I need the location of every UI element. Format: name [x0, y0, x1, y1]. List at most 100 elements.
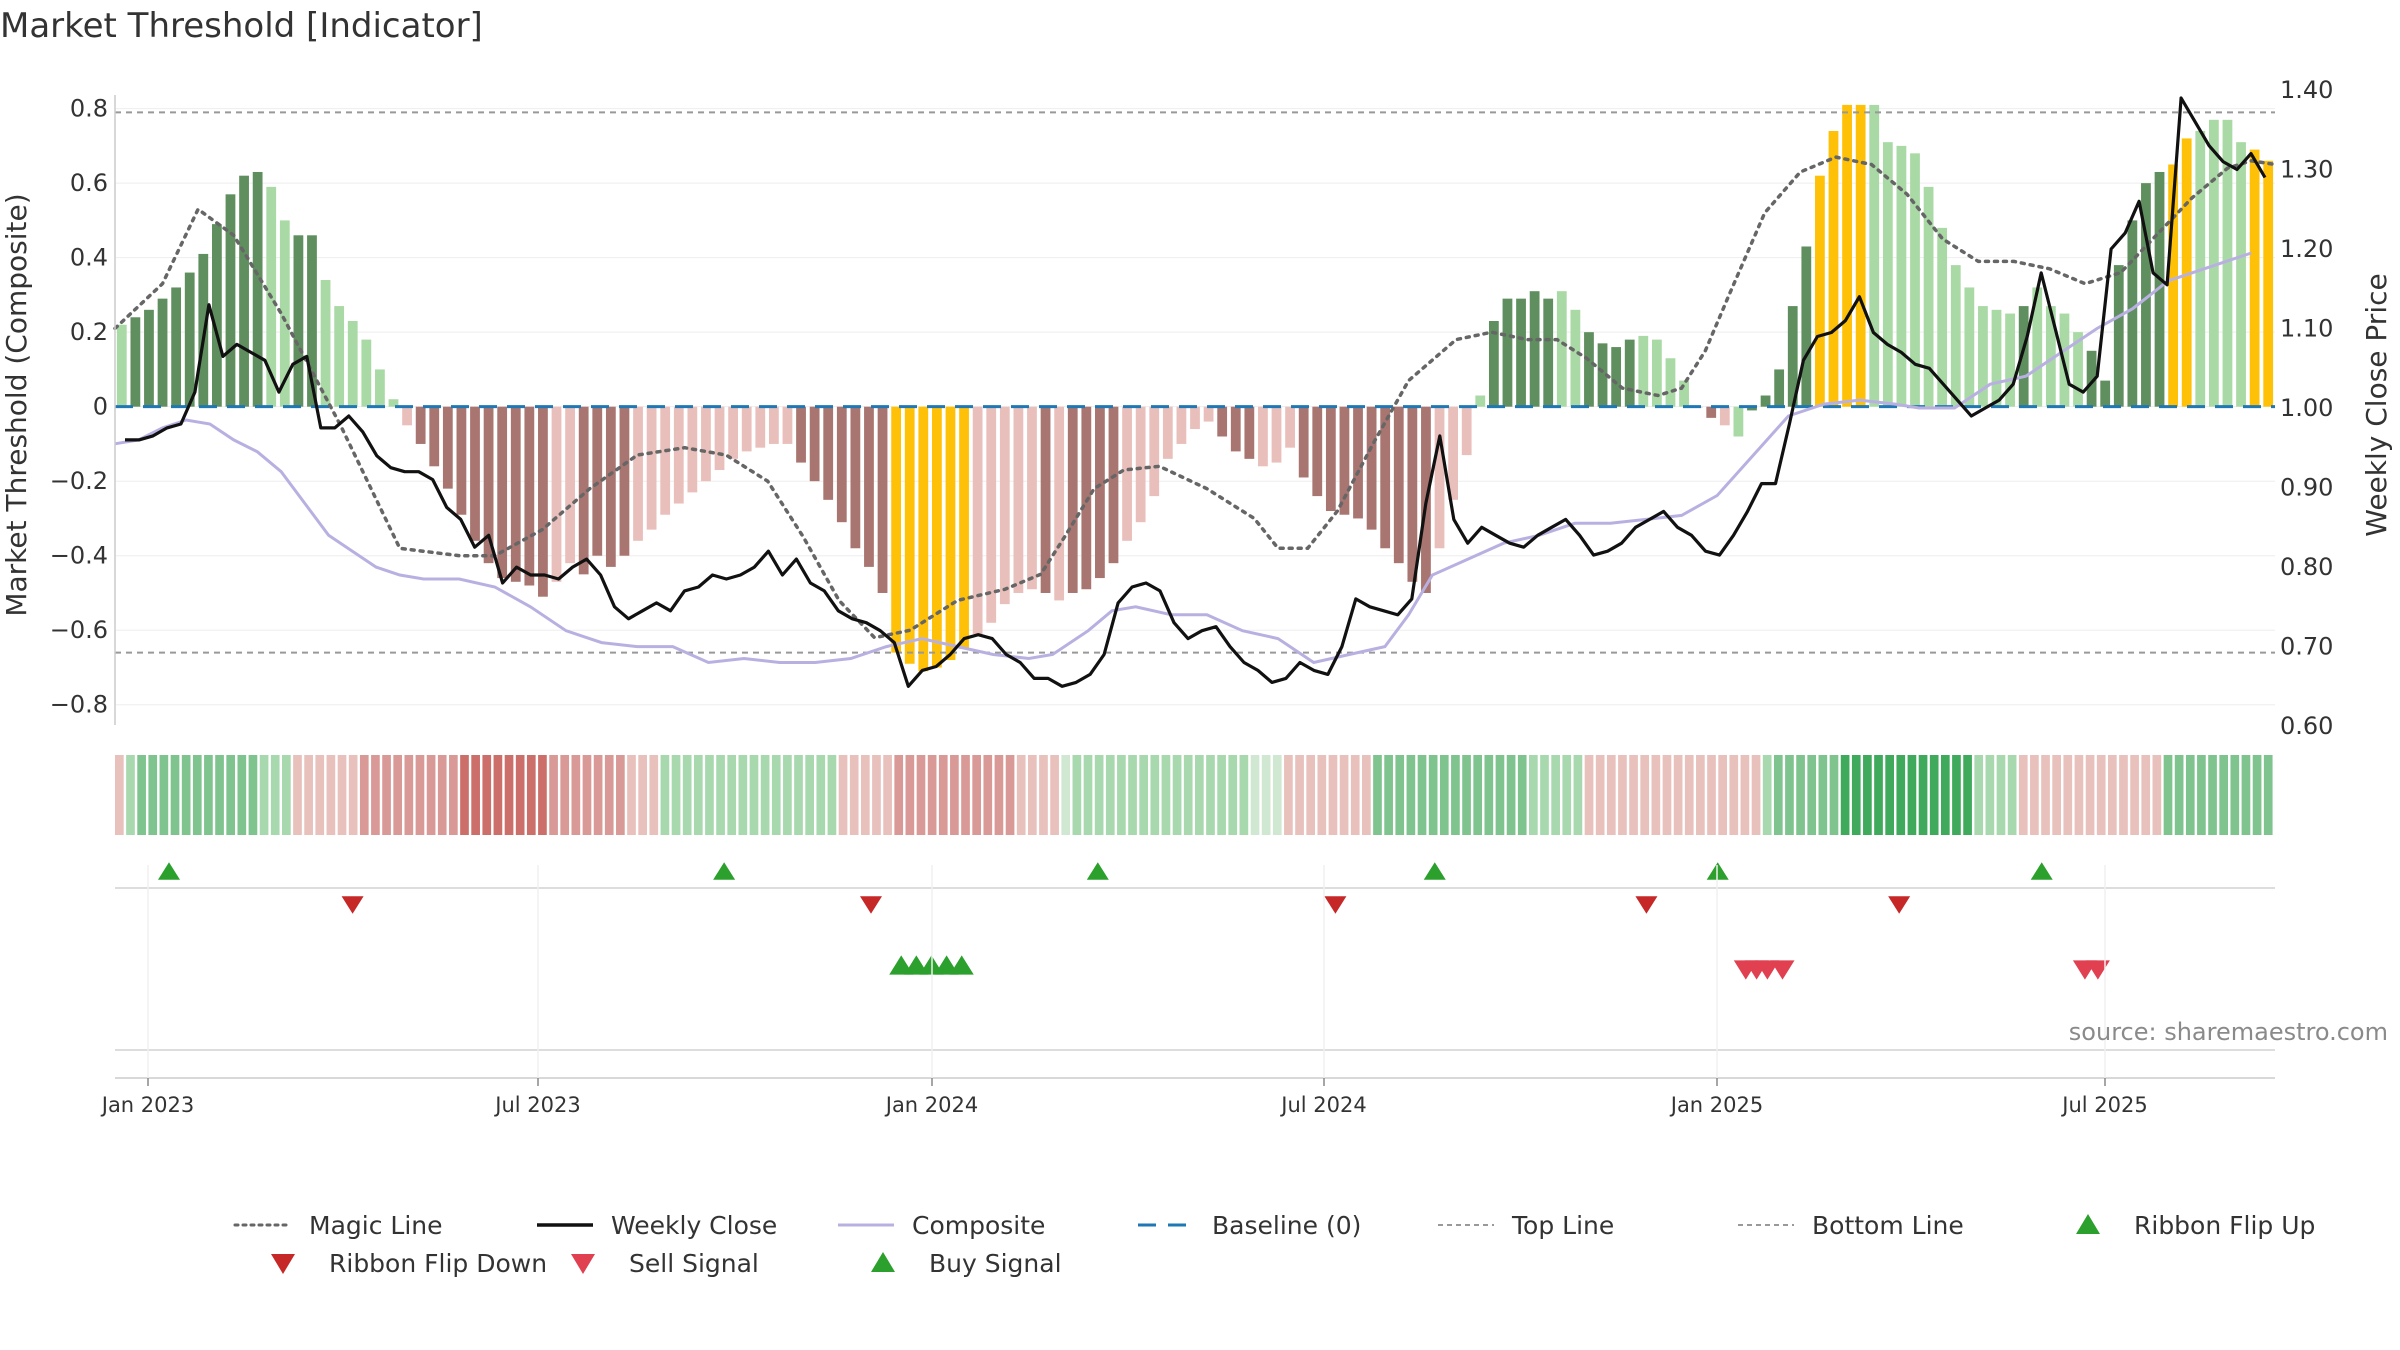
ribbon-cell: [148, 755, 158, 835]
ribbon-cell: [2241, 755, 2251, 835]
ribbon-cell: [1829, 755, 1839, 835]
ribbon-cell: [816, 755, 826, 835]
line-series: [113, 96, 2277, 688]
ribbon-cell: [237, 755, 247, 835]
ribbon-cell: [1851, 755, 1861, 835]
ribbon-cell: [738, 755, 748, 835]
composite-bar: [211, 224, 222, 407]
ribbon-cell: [693, 755, 703, 835]
ribbon-cell: [560, 755, 570, 835]
ribbon-cell: [1740, 755, 1750, 835]
composite-bar: [171, 287, 182, 407]
ribbon-cell: [1618, 755, 1627, 835]
composite-bar: [1230, 406, 1241, 452]
ribbon-cell: [2163, 755, 2173, 835]
ribbon-cell: [749, 755, 759, 835]
composite-bar: [1122, 406, 1132, 541]
composite-bar: [2168, 164, 2179, 407]
composite-bar: [1556, 291, 1567, 407]
composite-bar: [904, 406, 915, 664]
ribbon-cell: [1328, 755, 1338, 835]
x-tick-label: Jul 2023: [493, 1093, 580, 1117]
composite-bar: [1937, 227, 1948, 407]
ribbon-cell: [1072, 755, 1082, 835]
y2-tick-label: 0.70: [2280, 633, 2333, 661]
composite-bar: [279, 220, 290, 407]
ribbon-cell: [1027, 755, 1037, 835]
composite-bar: [1380, 406, 1391, 549]
ribbon-cell: [2197, 755, 2206, 835]
ribbon-cell: [1640, 755, 1650, 835]
ribbon-cell: [1139, 755, 1149, 835]
composite-bar: [388, 399, 399, 407]
ribbon-cell: [1362, 755, 1371, 835]
legend-item: Weekly Close: [537, 1211, 777, 1240]
ribbon-cell: [894, 755, 904, 835]
composite-bar: [565, 406, 575, 564]
ribbon-cell: [382, 755, 391, 835]
source-text: source: sharemaestro.com: [2069, 1018, 2388, 1046]
composite-bar: [1095, 406, 1105, 579]
ribbon-cell: [1406, 755, 1416, 835]
ribbon-cell: [1818, 755, 1828, 835]
ribbon-cell: [1952, 755, 1961, 835]
y-axis-left: 0.8 0.6 0.4 0.2 0 −0.2 −0.4 −0.6 −0.8: [50, 95, 116, 725]
y-tick-label: −0.2: [50, 467, 108, 495]
ribbon-cell: [1250, 755, 1260, 835]
sell-signal-marker: [2085, 960, 2110, 980]
ribbon-flip-up-marker: [1423, 862, 1446, 880]
composite-bar: [1597, 343, 1608, 407]
ribbon-cell: [1673, 755, 1683, 835]
ribbon-cell: [1083, 755, 1093, 835]
x-tick-label: Jan 2024: [884, 1093, 979, 1117]
legend-item: Top Line: [1438, 1211, 1614, 1240]
ribbon-cell: [593, 755, 603, 835]
ribbon-cell: [2208, 755, 2217, 835]
ribbon-cell: [727, 755, 737, 835]
ribbon-cell: [1451, 755, 1460, 835]
legend-label: Top Line: [1511, 1211, 1614, 1240]
composite-bar: [239, 175, 249, 407]
ribbon-cell: [2007, 755, 2017, 835]
composite-bar: [524, 406, 535, 586]
ribbon-cell: [1863, 755, 1872, 835]
ribbon-cell: [794, 755, 803, 835]
ribbon-cell: [1907, 755, 1917, 835]
y2-tick-label: 1.00: [2280, 394, 2333, 422]
composite-bar: [2208, 119, 2219, 407]
ribbon-cell: [393, 755, 403, 835]
legend-item: Baseline (0): [1138, 1211, 1361, 1240]
composite-bar: [1393, 406, 1404, 564]
ribbon-cell: [1540, 755, 1549, 835]
composite-bar: [293, 235, 304, 407]
composite-bar: [1584, 332, 1594, 407]
composite-bar: [1285, 406, 1295, 448]
composite-bar: [1325, 406, 1336, 512]
ribbon-cell: [2085, 755, 2095, 835]
composite-bar: [605, 406, 616, 567]
ribbon-cell: [170, 755, 180, 835]
composite-bar: [809, 406, 820, 482]
ribbon-cell: [1339, 755, 1349, 835]
composite-bar: [510, 406, 521, 582]
ribbon-cell: [259, 755, 269, 835]
y2-tick-label: 1.20: [2280, 235, 2333, 263]
legend-label: Ribbon Flip Up: [2134, 1211, 2315, 1240]
composite-bar: [660, 406, 671, 515]
ribbon-cell: [1105, 755, 1115, 835]
composite-bar: [850, 406, 861, 549]
ribbon-cell: [1039, 755, 1048, 835]
composite-bar: [538, 406, 548, 597]
ribbon-cell: [1016, 755, 1026, 835]
composite-bar: [1488, 320, 1499, 407]
composite-bar: [1366, 406, 1377, 530]
composite-bar: [931, 406, 942, 668]
ribbon-cell: [1228, 755, 1238, 835]
y2-tick-label: 1.10: [2280, 315, 2333, 343]
composite-bar: [1543, 298, 1554, 407]
composite-bar: [497, 406, 508, 579]
ribbon-cell: [994, 755, 1004, 835]
legend-item: Bottom Line: [1738, 1211, 1964, 1240]
composite-bar: [836, 406, 847, 523]
ribbon-cell: [1762, 755, 1772, 835]
